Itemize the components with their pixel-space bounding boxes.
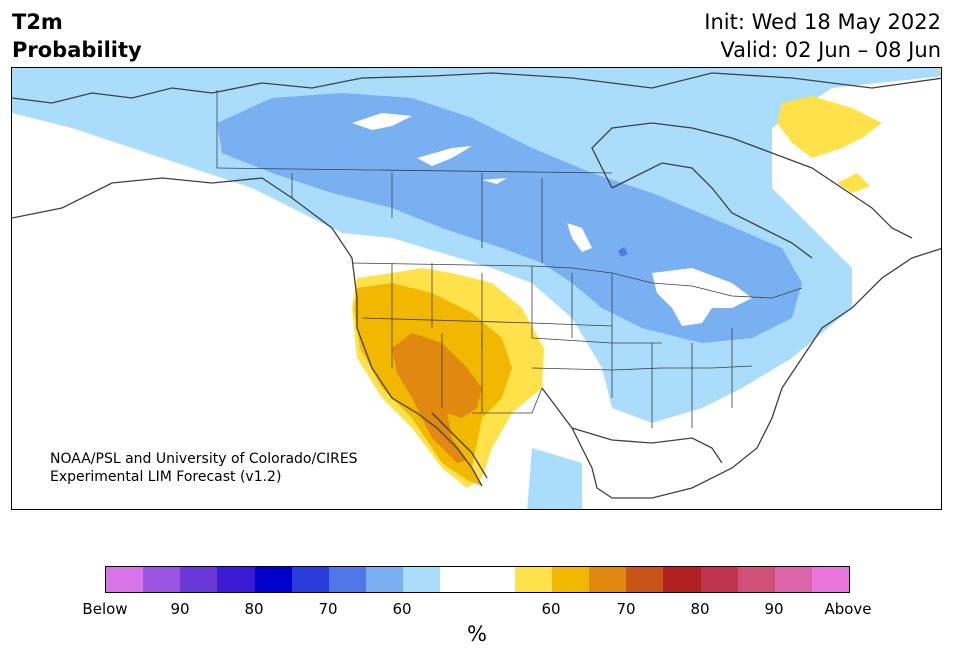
colorbar-tick-label: 90 [764, 600, 784, 618]
colorbar-tick-label: 90 [170, 600, 190, 618]
colorbar-tick-label: 60 [541, 600, 561, 618]
lake [482, 178, 507, 184]
colorbar-segment [366, 567, 404, 592]
colorbar-segment [440, 567, 478, 592]
coastlines [12, 72, 941, 499]
colorbar-segment [403, 567, 441, 592]
warm-60-labrador [777, 96, 882, 158]
colorbar-tick-label: 80 [690, 600, 710, 618]
colorbar-unit: % [467, 622, 487, 646]
colorbar-segment [737, 567, 775, 592]
political-borders [216, 90, 803, 428]
colorbar-segment [328, 567, 367, 592]
lake [352, 113, 412, 130]
lake [417, 146, 472, 166]
valid-range: Valid: 02 Jun – 08 Jun [720, 38, 941, 62]
colorbar [105, 566, 850, 593]
colorbar-segment [143, 567, 181, 592]
forecast-map: NOAA/PSL and University of Colorado/CIRE… [11, 67, 942, 510]
init-date: Init: Wed 18 May 2022 [704, 10, 941, 34]
lake [567, 223, 592, 252]
variable-label: T2m [12, 10, 63, 34]
colorbar-tick-label: Below [82, 600, 128, 618]
warm-80-region [392, 333, 482, 463]
colorbar-segment [626, 567, 664, 592]
colorbar-segment [217, 567, 255, 592]
colorbar-segment [589, 567, 627, 592]
great-lakes [652, 268, 752, 326]
colorbar-segment [514, 567, 552, 592]
colorbar-segment [551, 567, 590, 592]
map-svg [12, 68, 941, 509]
colorbar-tick-label: 80 [244, 600, 264, 618]
colorbar-segment [477, 567, 515, 592]
colorbar-segment [254, 567, 292, 592]
product-label: Probability [12, 38, 142, 62]
colorbar-segment [106, 567, 144, 592]
credit-line-1: NOAA/PSL and University of Colorado/CIRE… [50, 451, 358, 467]
colorbar-segment [291, 567, 329, 592]
colorbar-segment [774, 567, 812, 592]
colorbar-segment [700, 567, 738, 592]
colorbar-tick-label: 60 [392, 600, 412, 618]
cold-60-south [527, 448, 582, 509]
colorbar-segment [180, 567, 218, 592]
map-title: T2m Probability [12, 8, 142, 64]
colorbar-tick-label: 70 [318, 600, 338, 618]
map-credit: NOAA/PSL and University of Colorado/CIRE… [50, 450, 358, 486]
colorbar-tick-label: Above [824, 600, 872, 618]
warm-60-quebec [837, 173, 870, 193]
credit-line-2: Experimental LIM Forecast (v1.2) [50, 469, 282, 485]
colorbar-tick-label: 70 [616, 600, 636, 618]
colorbar-segment [811, 567, 850, 592]
date-info: Init: Wed 18 May 2022 Valid: 02 Jun – 08… [704, 8, 941, 64]
cold-80-spot [618, 247, 628, 257]
colorbar-segment [663, 567, 701, 592]
